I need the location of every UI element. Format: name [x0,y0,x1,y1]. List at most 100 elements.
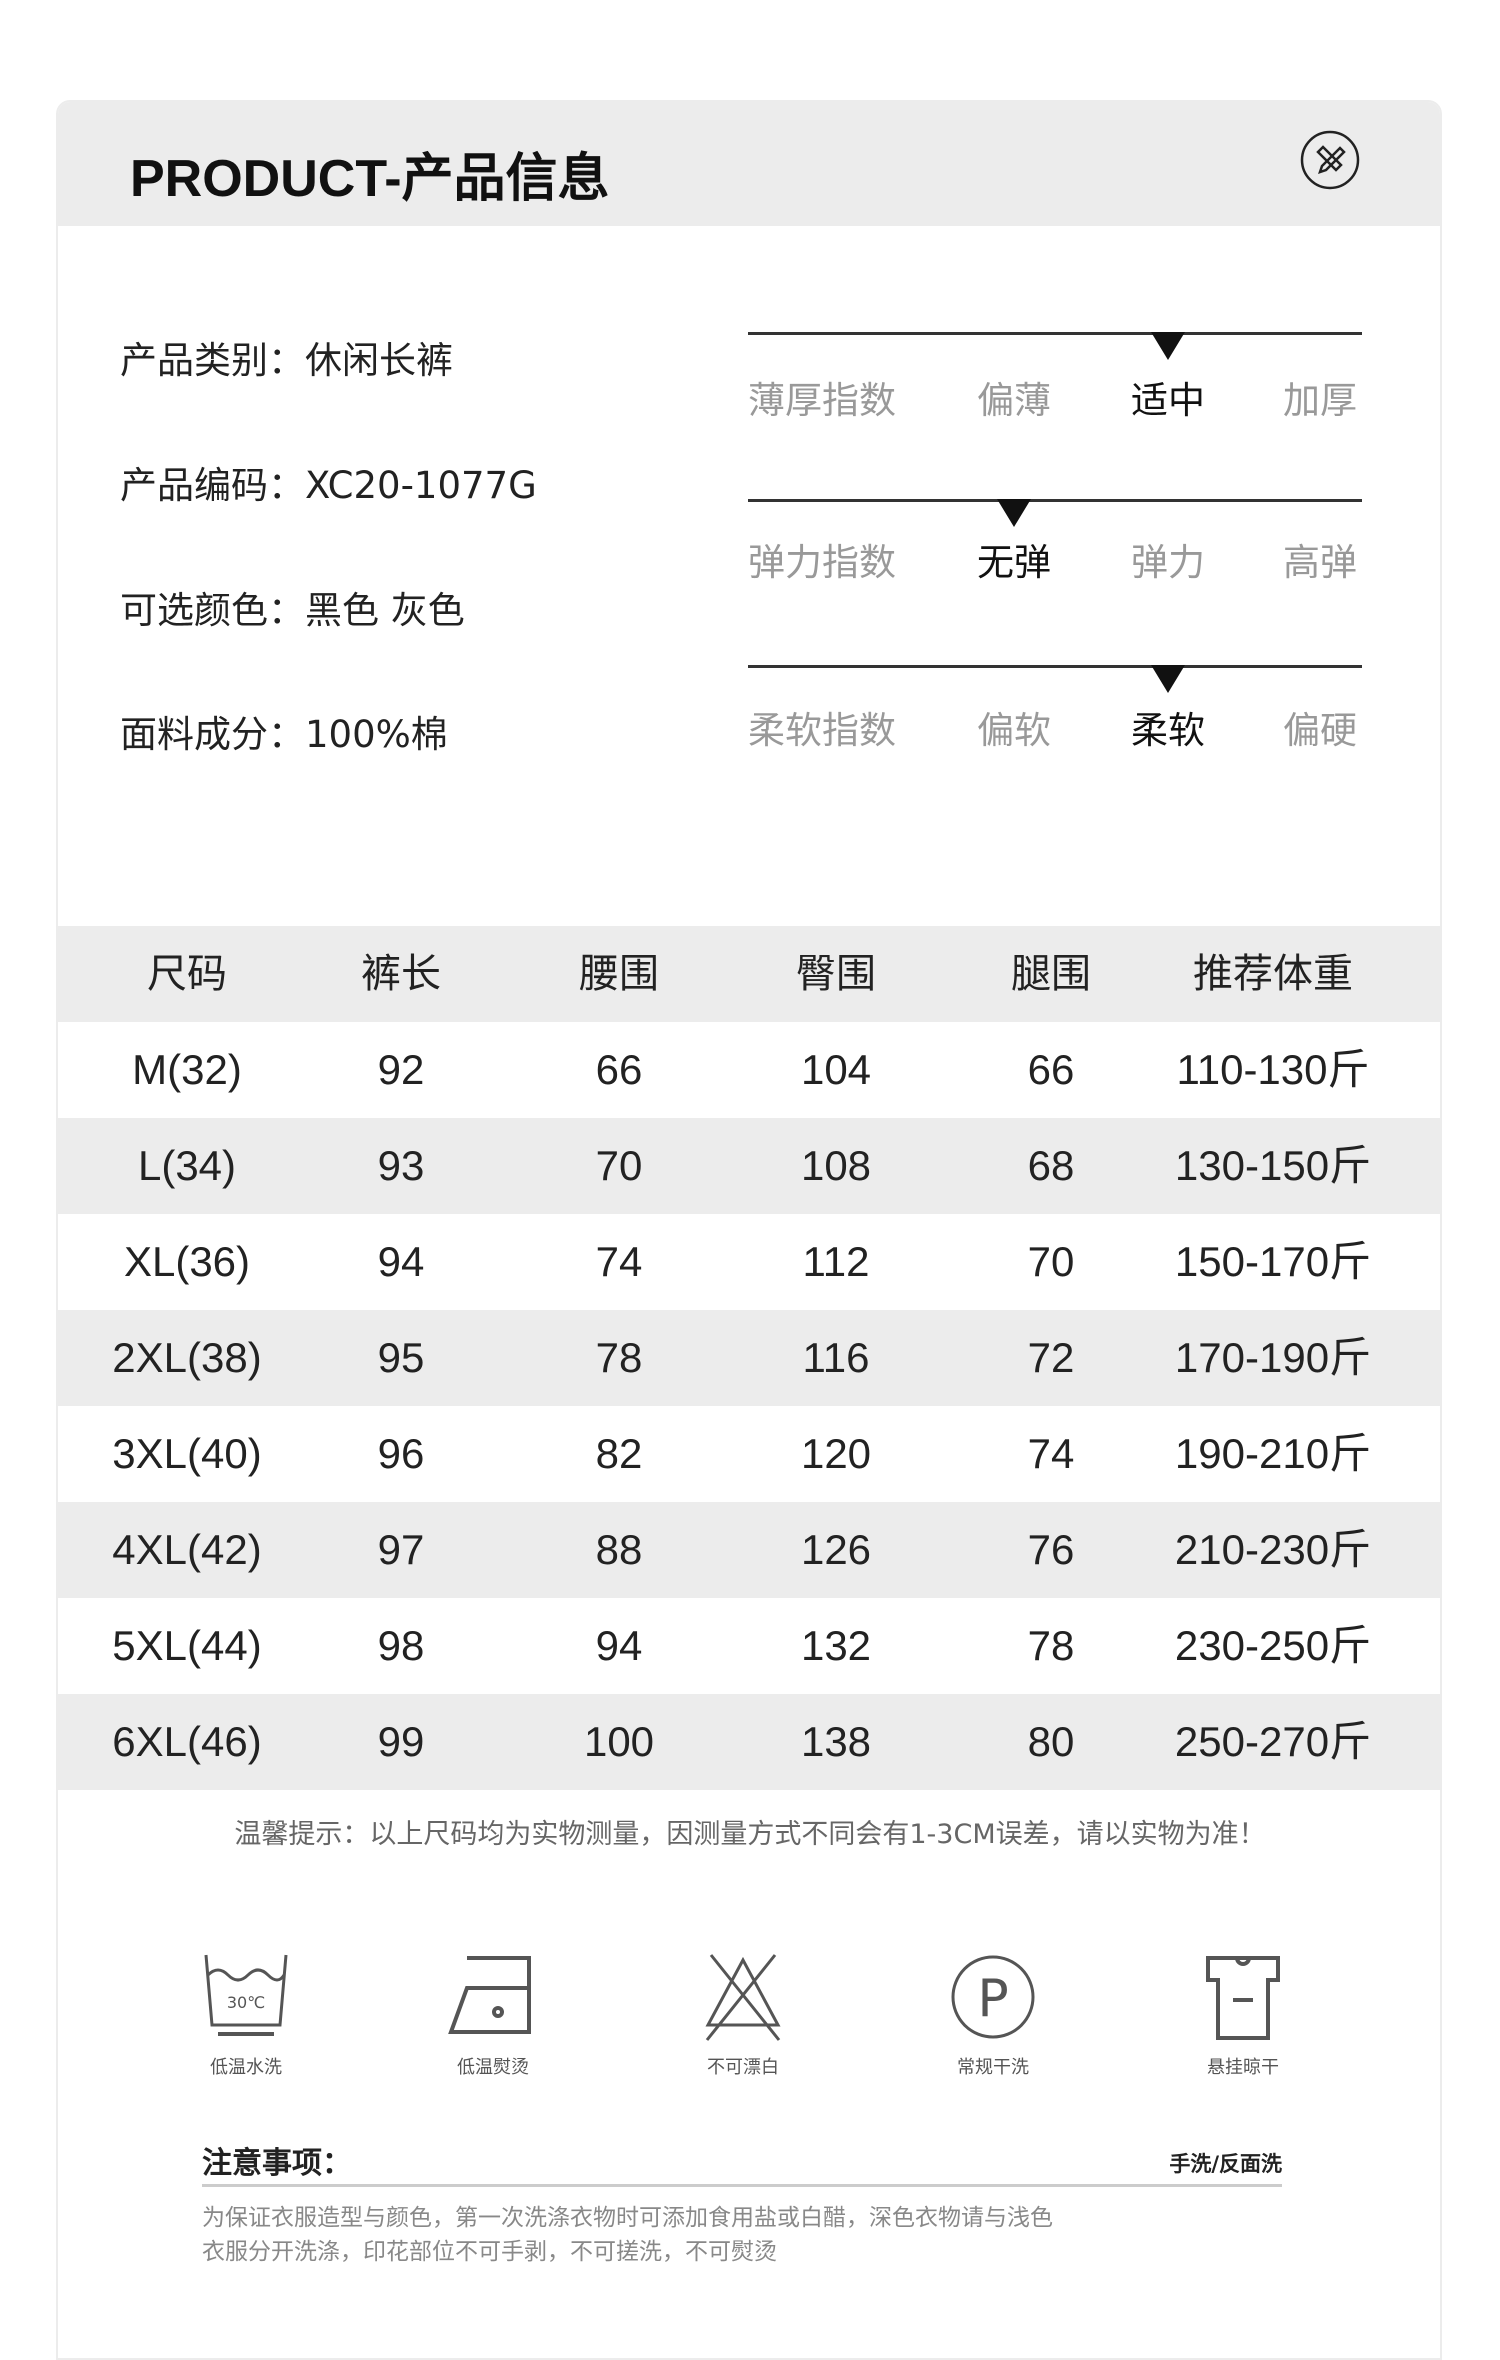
table-cell: 70 [595,1142,643,1189]
hang-dry-icon [1206,1956,1280,2040]
table-cell: 210-230斤 [1174,1526,1372,1573]
attention-line: 衣服分开洗涤，印花部位不可手剥，不可搓洗，不可熨烫 [202,2239,777,2265]
info-row: 产品类别：休闲长裤 [120,330,453,384]
index-scale [748,499,1362,502]
care-bleach: 不可漂白 [683,1950,803,2079]
index-scale [748,332,1362,335]
svg-text:30℃: 30℃ [227,1993,265,2012]
table-row: 4XL(42) 97 88 126 76 210-230斤 [58,1502,1442,1598]
info-label: 可选颜色： [120,589,305,632]
dry-clean-p-icon: P [951,1955,1035,2039]
table-cell: M(32) [132,1046,242,1093]
product-card: PRODUCT-产品信息 [56,100,1442,2360]
info-value: XC20-1077G [305,464,537,507]
care-label: 悬挂晾干 [1207,2057,1279,2078]
info-label: 面料成分： [120,713,305,756]
table-cell: 74 [595,1238,643,1285]
index-name: 柔软指数 [748,709,896,752]
table-cell: 5XL(44) [112,1622,262,1669]
table-cell: 82 [595,1430,643,1477]
care-iron: 低温熨烫 [433,1950,553,2079]
table-cell: 138 [800,1718,872,1765]
table-cell: 裤长 [361,951,441,997]
table-cell: 98 [377,1622,425,1669]
table-row: 6XL(46) 99 100 138 80 250-270斤 [58,1694,1442,1790]
table-row: XL(36) 94 74 112 70 150-170斤 [58,1214,1442,1310]
care-wash: 30℃ 低温水洗 [186,1950,306,2079]
table-cell: 96 [377,1430,425,1477]
care-hang: 悬挂晾干 [1183,1950,1303,2079]
table-cell: XL(36) [123,1238,251,1285]
care-label: 常规干洗 [957,2057,1029,2078]
index-option: 偏软 [977,709,1051,752]
info-value: 黑色 灰色 [305,589,465,632]
table-cell: 68 [1027,1142,1075,1189]
table-cell: 88 [595,1526,643,1573]
table-cell: 112 [802,1238,870,1285]
table-cell: 76 [1027,1526,1075,1573]
table-cell: 72 [1027,1334,1075,1381]
table-cell: 腿围 [1011,951,1091,997]
table-cell: 尺码 [147,951,227,997]
index-option: 偏薄 [977,379,1051,422]
table-row: M(32) 92 66 104 66 110-130斤 [58,1022,1442,1118]
iron-low-icon [448,1956,531,2034]
info-label: 产品类别： [120,339,305,382]
care-label: 低温熨烫 [457,2057,529,2078]
info-row: 面料成分：100%棉 [120,704,448,758]
table-cell: 94 [595,1622,643,1669]
table-row: L(34) 93 70 108 68 130-150斤 [58,1118,1442,1214]
index-option: 高弹 [1283,541,1357,584]
index-option: 偏硬 [1283,709,1357,752]
table-cell: 6XL(46) [112,1718,262,1765]
table-cell: 190-210斤 [1174,1430,1372,1477]
table-cell: 66 [1027,1046,1075,1093]
table-row: 3XL(40) 96 82 120 74 190-210斤 [58,1406,1442,1502]
table-cell: 95 [377,1334,425,1381]
selected-marker-icon [1151,332,1185,360]
wash-method: 手洗/反面洗 [1169,2152,1282,2176]
table-cell: 3XL(40) [112,1430,262,1477]
table-cell: 99 [377,1718,425,1765]
index-option: 弹力 [1131,541,1205,584]
table-row: 2XL(38) 95 78 116 72 170-190斤 [58,1310,1442,1406]
no-bleach-icon [705,1954,781,2041]
index-option: 柔软 [1131,709,1205,752]
table-cell: 230-250斤 [1174,1622,1372,1669]
table-cell: 108 [800,1142,872,1189]
pencil-ruler-icon [1300,130,1360,190]
table-cell: 66 [595,1046,643,1093]
table-cell: 78 [595,1334,643,1381]
table-cell: 93 [377,1142,425,1189]
wash-30c-icon: 30℃ [204,1954,288,2036]
table-cell: 94 [377,1238,425,1285]
table-cell: 腰围 [579,951,659,997]
info-value: 休闲长裤 [305,339,453,382]
table-cell: 110-130斤 [1176,1046,1370,1093]
table-cell: 170-190斤 [1174,1334,1372,1381]
table-cell: 78 [1027,1622,1075,1669]
size-note: 温馨提示：以上尺码均为实物测量，因测量方式不同会有1-3CM误差，请以实物为准！ [234,1819,1266,1850]
care-dryclean: P 常规干洗 [933,1950,1053,2079]
table-cell: 70 [1027,1238,1075,1285]
selected-marker-icon [1151,665,1185,693]
table-cell: 2XL(38) [112,1334,262,1381]
table-cell: 116 [802,1334,870,1381]
table-cell: 推荐体重 [1193,951,1353,997]
table-cell: 80 [1027,1718,1075,1765]
table-cell: 104 [800,1046,872,1093]
table-cell: 132 [800,1622,872,1669]
table-header: 尺码 裤长 腰围 臀围 腿围 推荐体重 [58,926,1442,1022]
table-cell: 97 [377,1526,425,1573]
table-cell: 92 [377,1046,425,1093]
svg-text:P: P [977,1969,1008,2029]
selected-marker-icon [997,499,1031,527]
divider [202,2184,1282,2187]
care-label: 不可漂白 [707,2057,779,2078]
table-cell: 100 [583,1718,655,1765]
index-scale [748,665,1362,668]
table-cell: 130-150斤 [1174,1142,1372,1189]
table-cell: 4XL(42) [112,1526,262,1573]
card-header: PRODUCT-产品信息 [58,102,1440,226]
page-title: PRODUCT-产品信息 [130,150,610,208]
